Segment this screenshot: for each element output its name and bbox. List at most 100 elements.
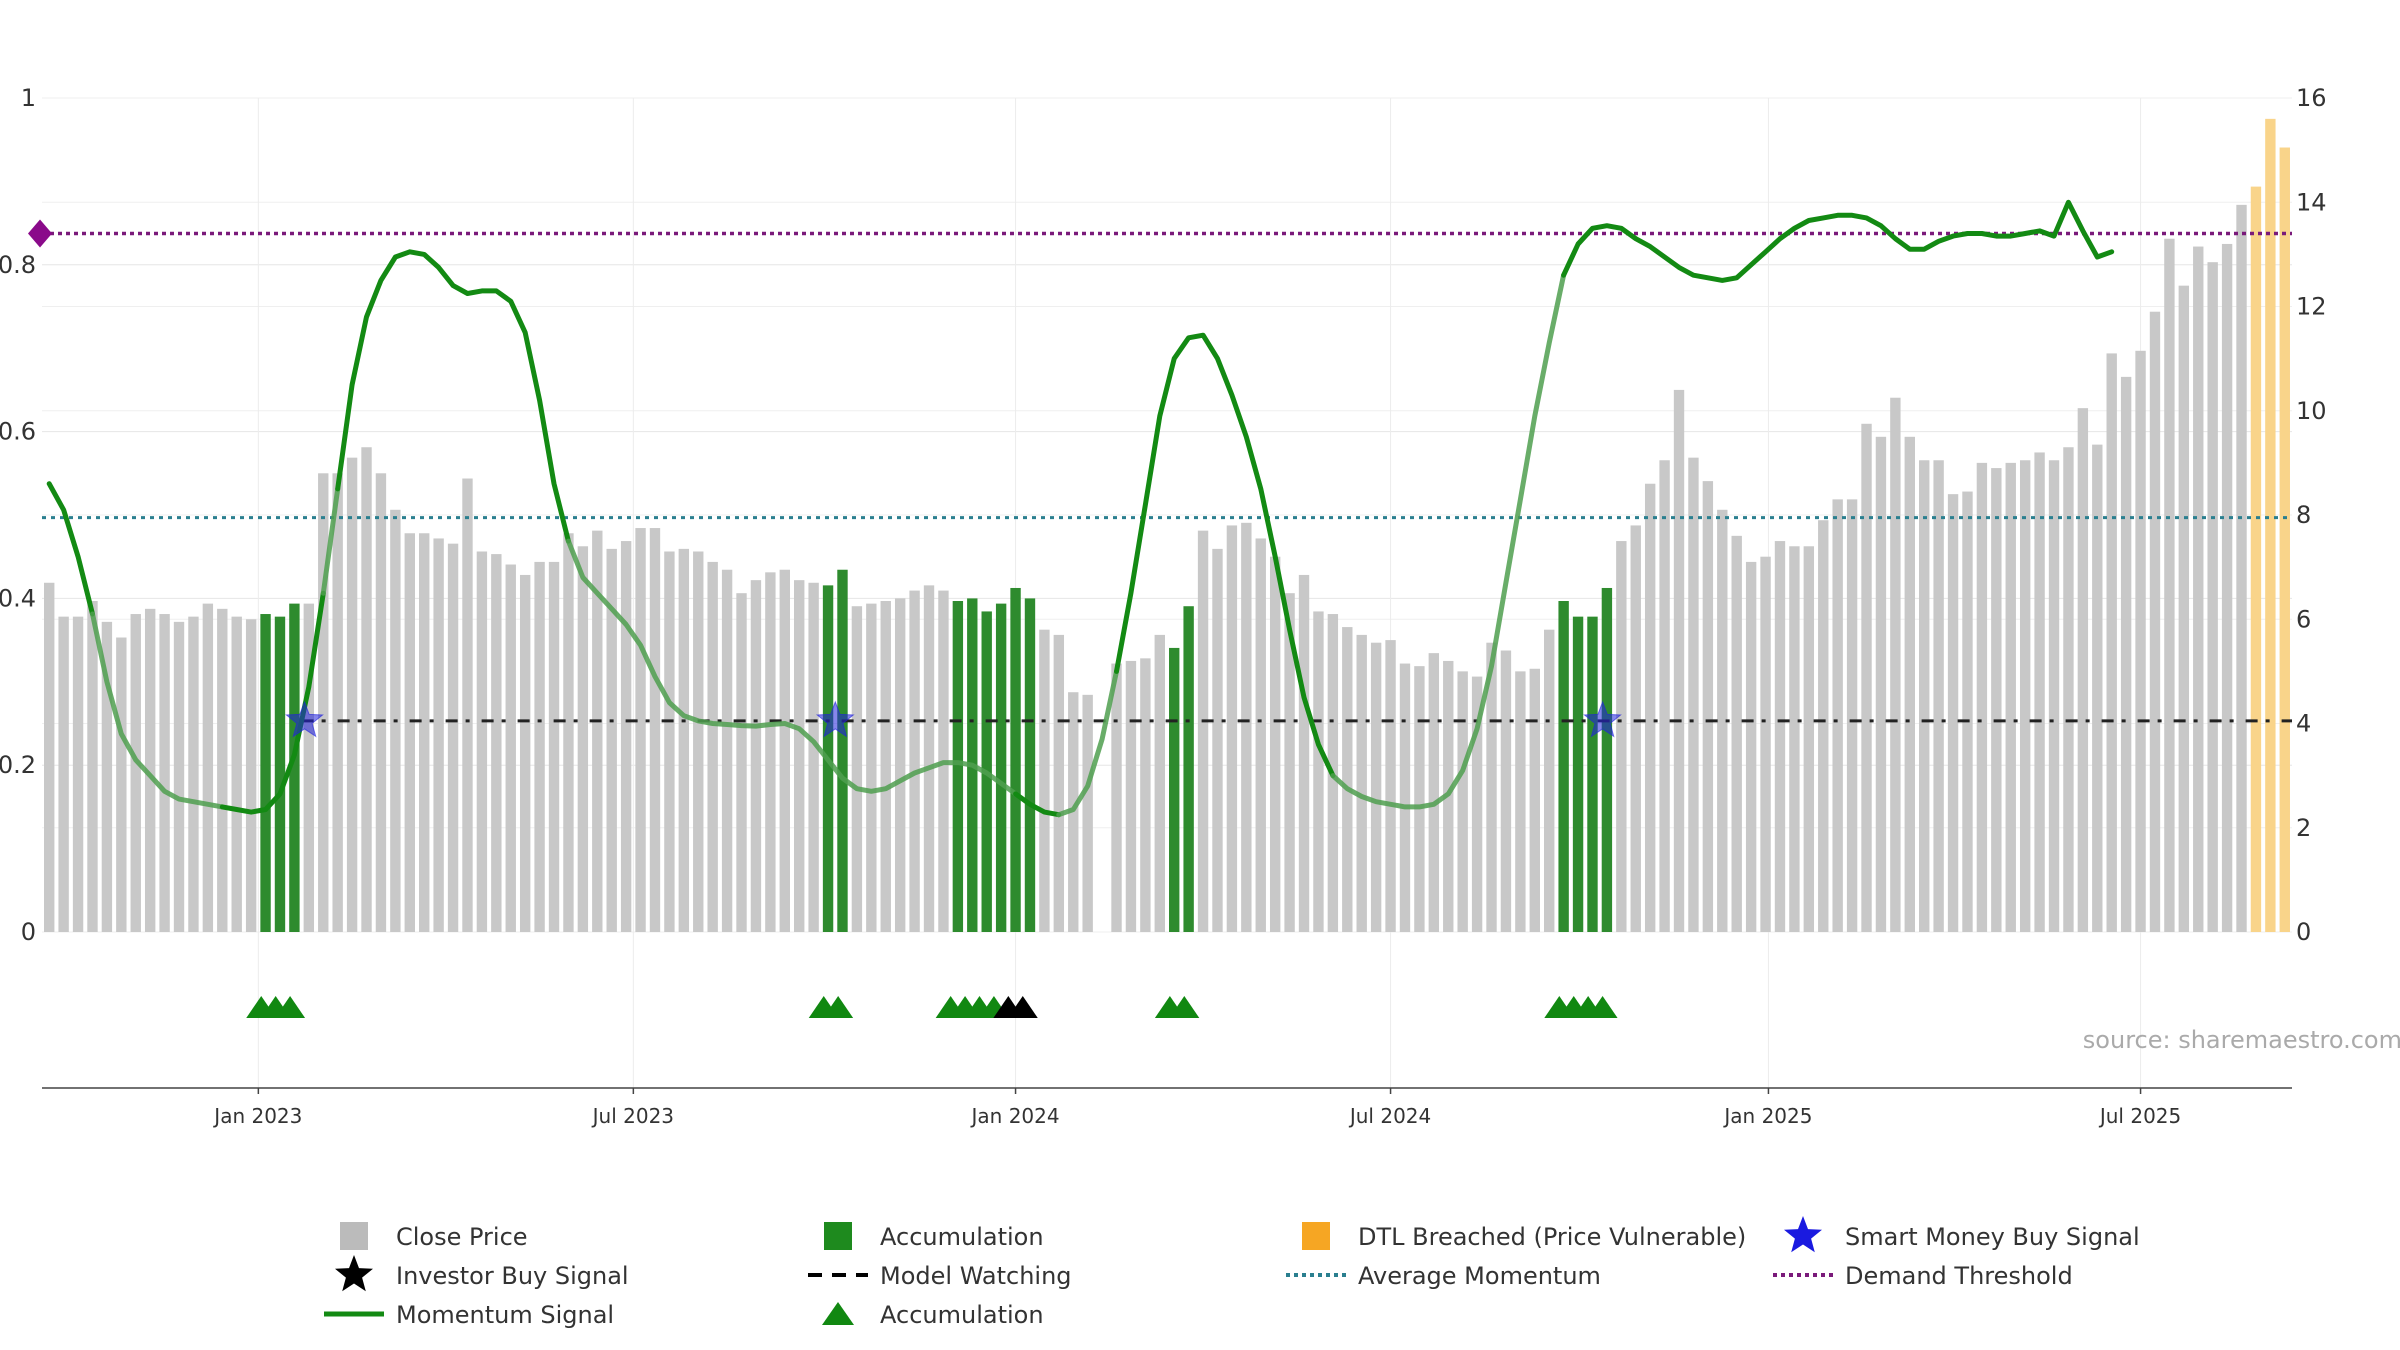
price-bar-19	[318, 473, 329, 932]
price-bar-43	[664, 551, 675, 932]
x-tick-label-1: Jul 2023	[591, 1104, 674, 1128]
right-tick-label-4: 8	[2296, 501, 2311, 529]
price-bar-25	[404, 533, 415, 932]
legend-label-6: Average Momentum	[1358, 1262, 1601, 1290]
momentum-line-segment-5	[565, 538, 1019, 797]
price-bar-99	[1471, 676, 1483, 932]
price-bar-122	[1803, 546, 1815, 932]
legend-item-1: Accumulation	[824, 1222, 1044, 1251]
accumulation-bar-66	[995, 603, 1007, 932]
x-tick-label-3: Jul 2024	[1348, 1104, 1431, 1128]
accumulation-bar-78	[1169, 647, 1180, 932]
price-bar-27	[433, 538, 444, 932]
price-bar-147	[2164, 238, 2175, 933]
legend-label-4: Investor Buy Signal	[396, 1262, 629, 1290]
x-tick-label-2: Jan 2024	[970, 1104, 1060, 1128]
price-bar-20	[332, 473, 343, 932]
accumulation-bar-15	[260, 614, 271, 932]
accumulation-bar-67	[1010, 587, 1021, 932]
right-tick-label-1: 2	[2296, 814, 2311, 842]
price-bar-40	[620, 541, 632, 932]
price-bar-60	[909, 590, 920, 932]
price-bar-77	[1154, 634, 1165, 932]
smart-money-signal-1	[815, 700, 855, 738]
price-bar-56	[851, 606, 863, 932]
accumulation-marker-4	[823, 996, 854, 1018]
legend-item-6: Average Momentum	[1286, 1262, 1601, 1290]
price-bar-110	[1630, 525, 1641, 932]
price-bar-120	[1774, 541, 1786, 932]
price-bar-116	[1717, 509, 1728, 932]
momentum-line-segment-6	[1013, 791, 1062, 818]
legend-item-7: Demand Threshold	[1773, 1262, 2073, 1290]
price-bar-12	[217, 608, 228, 932]
left-tick-label-5: 1	[21, 84, 36, 112]
price-bar-18	[303, 603, 315, 932]
legend-symbol-1	[824, 1222, 852, 1250]
x-tick-label-4: Jan 2025	[1722, 1104, 1812, 1128]
price-bar-69	[1039, 629, 1050, 932]
price-bar-23	[375, 473, 387, 932]
momentum-line-segment-8	[1114, 332, 1336, 779]
accumulation-bar-106	[1572, 616, 1584, 932]
price-bar-13	[231, 616, 242, 932]
price-bar-59	[894, 598, 906, 932]
price-bar-96	[1428, 653, 1440, 932]
accumulation-marker-14	[1587, 996, 1618, 1018]
price-bar-137	[2019, 460, 2031, 932]
momentum-line-segment-2	[219, 590, 326, 815]
price-bar-81	[1212, 548, 1223, 932]
price-bar-30	[476, 551, 488, 932]
price-bar-1	[58, 616, 69, 932]
price-bar-104	[1544, 629, 1555, 932]
marker-layer	[246, 700, 1622, 1018]
momentum-line-segment-0	[46, 481, 95, 617]
price-bar-6	[130, 614, 141, 932]
legend-symbol-2	[1302, 1222, 1330, 1250]
price-bar-10	[188, 616, 199, 932]
price-bar-115	[1702, 481, 1714, 932]
momentum-line-segment-1	[90, 611, 225, 810]
price-bar-70	[1053, 634, 1065, 932]
price-bar-32	[505, 564, 516, 932]
right-tick-label-6: 12	[2296, 293, 2327, 321]
legend-symbol-4	[335, 1255, 373, 1292]
legend-label-5: Model Watching	[880, 1262, 1072, 1290]
price-bar-126	[1861, 423, 1872, 932]
accumulation-bar-68	[1024, 598, 1036, 932]
price-bar-26	[419, 533, 430, 932]
price-bar-48	[736, 593, 747, 932]
price-bar-129	[1904, 436, 1915, 932]
price-bar-31	[491, 554, 502, 932]
momentum-line-segment-4	[335, 249, 571, 544]
accumulation-marker-2	[275, 996, 306, 1018]
price-bar-76	[1140, 658, 1151, 932]
legend-label-1: Accumulation	[880, 1223, 1044, 1251]
price-bar-74	[1111, 663, 1122, 932]
price-bar-34	[534, 561, 545, 932]
price-bar-98	[1457, 671, 1468, 932]
accumulation-bar-105	[1558, 601, 1569, 932]
price-bar-75	[1125, 660, 1137, 932]
price-bar-125	[1846, 499, 1858, 932]
price-bar-80	[1197, 530, 1209, 932]
price-bar-90	[1342, 627, 1353, 932]
price-bar-112	[1659, 460, 1670, 932]
price-bar-152	[2236, 204, 2247, 932]
left-tick-label-1: 0.2	[0, 751, 36, 779]
legend-symbol-0	[340, 1222, 368, 1250]
accumulation-bar-17	[289, 603, 300, 932]
investor-marker-1	[1007, 996, 1038, 1018]
momentum-line-segment-9	[1330, 272, 1567, 810]
price-bar-133	[1962, 491, 1973, 932]
price-bar-138	[2034, 452, 2045, 932]
legend: Close Price Accumulation DTL Breached (Pri…	[324, 1216, 2140, 1329]
price-bar-50	[765, 572, 776, 932]
price-bar-44	[678, 548, 690, 932]
price-bar-117	[1731, 535, 1742, 932]
legend-label-8: Momentum Signal	[396, 1301, 614, 1329]
price-bar-82	[1226, 525, 1238, 932]
legend-item-3: Smart Money Buy Signal	[1784, 1216, 2140, 1253]
right-tick-label-7: 14	[2296, 188, 2327, 216]
legend-label-3: Smart Money Buy Signal	[1845, 1223, 2140, 1251]
